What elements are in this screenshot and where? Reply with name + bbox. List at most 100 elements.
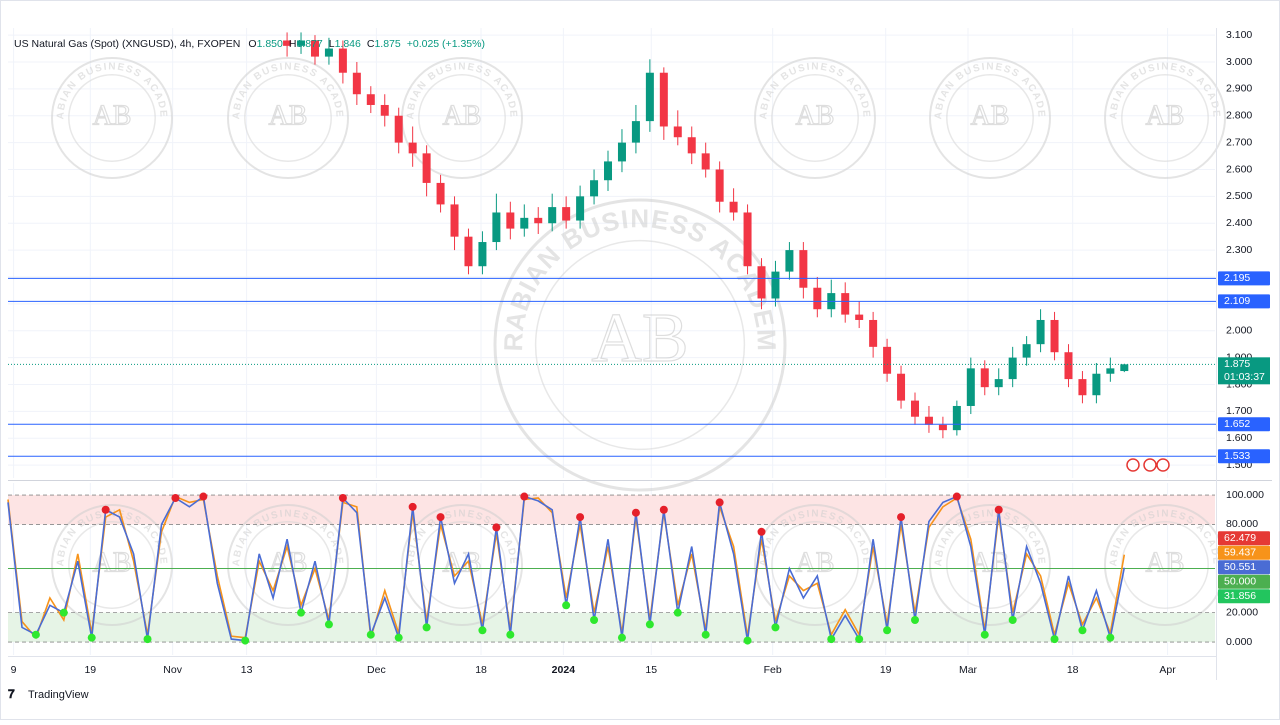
candle-body <box>687 137 696 154</box>
value-label: 59.437 <box>1218 545 1270 560</box>
y-tick-label: 2.000 <box>1226 325 1252 337</box>
watermark-ring <box>534 239 746 451</box>
trough-marker <box>324 620 333 629</box>
value-label: 50.551 <box>1218 560 1270 575</box>
candle-body <box>324 48 333 57</box>
candle-body <box>548 207 557 224</box>
candle-body <box>883 346 892 374</box>
level-label: 1.533 <box>1218 449 1270 464</box>
x-tick-label: 18 <box>1067 664 1079 676</box>
candle-body <box>1022 344 1031 358</box>
candle-body <box>506 212 515 229</box>
level-label-bg <box>1218 417 1270 432</box>
y-tick-label: 3.000 <box>1226 56 1252 68</box>
ohlc-value: 1.846 <box>335 38 361 50</box>
candle-body <box>966 368 975 406</box>
watermark-ring <box>1104 57 1226 179</box>
watermark-ring <box>68 521 156 609</box>
candle-body <box>617 142 626 162</box>
ohlc-label: H <box>289 38 297 50</box>
candle-body <box>841 293 850 315</box>
event-flags <box>1126 458 1170 472</box>
y-tick-label: 2.600 <box>1226 163 1252 175</box>
value-label: 62.479 <box>1218 531 1270 546</box>
watermark-logo: AB <box>1146 100 1185 131</box>
candle-body <box>757 266 766 299</box>
watermark-logo: AB <box>269 100 308 131</box>
brand: 𝟕 TradingView <box>8 687 89 701</box>
trough-marker <box>297 608 306 617</box>
candle-body <box>366 94 375 105</box>
oscillator-line <box>7 495 1126 640</box>
x-tick-label: 15 <box>645 664 657 676</box>
candle-body <box>478 242 487 267</box>
candle-body <box>813 287 822 310</box>
trough-marker <box>366 630 375 639</box>
y-tick-label: 2.700 <box>1226 136 1252 148</box>
candle-body <box>924 416 933 425</box>
watermark-ring <box>227 57 349 179</box>
peak-marker <box>171 493 180 502</box>
trough-marker <box>827 635 836 644</box>
x-tick-label: 19 <box>84 664 96 676</box>
candle-body <box>352 72 361 95</box>
candle-body <box>855 314 864 320</box>
value-label-text: 50.000 <box>1224 576 1256 588</box>
value-label-bg <box>1218 531 1270 546</box>
trough-marker <box>771 623 780 632</box>
value-label: 31.856 <box>1218 589 1270 604</box>
level-label-bg <box>1218 449 1270 464</box>
trough-marker <box>980 630 989 639</box>
y-tick-label: 3.100 <box>1226 29 1252 41</box>
trough-marker <box>645 620 654 629</box>
watermark-ring <box>244 521 332 609</box>
peak-marker <box>199 492 208 501</box>
candle-body <box>729 201 738 213</box>
x-tick-label: 19 <box>880 664 892 676</box>
candle-body <box>310 40 319 57</box>
ohlc-label: C <box>367 38 375 50</box>
candle-body <box>464 236 473 267</box>
trough-marker <box>1078 626 1087 635</box>
trough-marker <box>883 626 892 635</box>
candle-body <box>994 379 1003 388</box>
y-tick-label: 100.000 <box>1226 489 1264 501</box>
watermark-logo: AB <box>796 100 835 131</box>
peak-marker <box>631 508 640 517</box>
peak-marker <box>101 505 110 514</box>
candle-body <box>799 250 808 288</box>
candle-body <box>380 104 389 116</box>
candle-body <box>1120 364 1129 372</box>
x-tick-label: Apr <box>1159 664 1176 676</box>
trough-marker <box>422 623 431 632</box>
candle-body <box>604 161 613 181</box>
watermark-ring <box>771 521 859 609</box>
value-label-bg <box>1218 574 1270 589</box>
trough-marker <box>506 630 515 639</box>
ohlc-value: 1.850 <box>257 38 283 50</box>
watermark-ring <box>946 74 1034 162</box>
peak-marker <box>338 493 347 502</box>
trough-marker <box>478 626 487 635</box>
level-label-text: 2.109 <box>1224 295 1250 307</box>
level-label-bg <box>1218 294 1270 309</box>
candle-body <box>436 182 445 205</box>
y-tick-label: 0.000 <box>1226 636 1252 648</box>
candle-body <box>1092 373 1101 396</box>
candle-body <box>785 250 794 272</box>
peak-marker <box>897 513 906 522</box>
peak-marker <box>520 492 529 501</box>
y-tick-label: 2.800 <box>1226 110 1252 122</box>
watermark-logo: AB <box>93 100 132 131</box>
trough-marker <box>701 630 710 639</box>
candle-body <box>1064 352 1073 380</box>
trough-marker <box>743 636 752 645</box>
x-tick-label: 18 <box>475 664 487 676</box>
value-label-bg <box>1218 589 1270 604</box>
zone-band <box>8 495 1215 525</box>
trough-marker <box>1106 633 1115 642</box>
watermark-ring <box>929 57 1051 179</box>
candle-body <box>938 424 947 431</box>
value-label-text: 59.437 <box>1224 547 1256 559</box>
x-tick-label: Mar <box>959 664 978 676</box>
